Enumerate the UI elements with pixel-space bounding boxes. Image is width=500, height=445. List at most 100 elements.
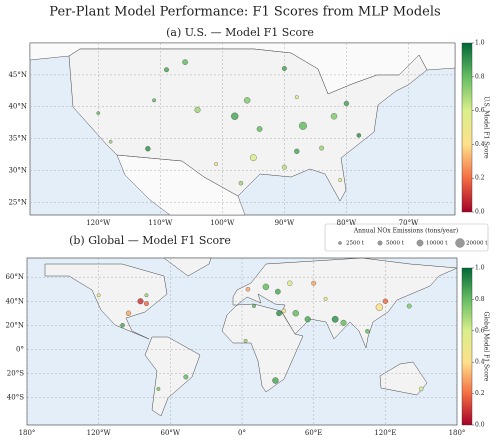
- plant-marker: [281, 66, 287, 71]
- plant-marker: [287, 280, 293, 286]
- x-tick-label: 90°W: [275, 219, 295, 227]
- plant-marker: [152, 98, 156, 103]
- plant-marker: [281, 308, 286, 314]
- plant-marker: [182, 59, 188, 65]
- legend-label: 2500 t: [346, 241, 365, 247]
- plant-marker: [164, 67, 169, 73]
- colorbar-tick-label: 0.4: [475, 141, 485, 148]
- plant-marker: [125, 310, 132, 316]
- plant-marker: [145, 146, 151, 152]
- colorbar-tick-label: 0.8: [475, 73, 485, 80]
- colorbar: [461, 267, 473, 426]
- x-tick-label: 0°: [238, 429, 246, 437]
- plant-marker: [323, 296, 328, 301]
- y-tick-label: 30°N: [8, 166, 27, 174]
- plant-marker: [299, 121, 307, 130]
- plant-marker: [365, 329, 370, 334]
- x-tick-label: 180°: [449, 429, 466, 437]
- plant-marker: [331, 315, 339, 323]
- colorbar-tick-label: 0.6: [475, 327, 485, 334]
- x-tick-label: 60°E: [305, 429, 323, 437]
- y-tick-label: 40°N: [8, 103, 27, 111]
- plant-marker: [243, 339, 248, 343]
- x-tick-label: 100°W: [210, 219, 235, 227]
- figure-title: Per-Plant Model Performance: F1 Scores f…: [49, 5, 440, 20]
- plant-marker: [262, 283, 270, 291]
- y-tick-label: 40°N: [5, 297, 24, 305]
- plant-marker: [245, 287, 251, 292]
- y-tick-label: 20°S: [7, 369, 24, 377]
- plant-marker: [231, 112, 239, 120]
- plant-marker: [356, 133, 361, 138]
- plant-marker: [144, 301, 149, 307]
- x-tick-label: 110°W: [148, 219, 173, 227]
- legend-marker: [338, 241, 342, 245]
- plant-marker: [272, 377, 279, 384]
- plant-marker: [311, 280, 317, 286]
- plant-marker: [108, 139, 113, 144]
- legend-title: Annual NOx Emissions (tons/year): [353, 228, 458, 235]
- y-tick-label: 60°N: [5, 273, 24, 281]
- plant-marker: [294, 148, 300, 154]
- x-tick-label: 70°W: [399, 219, 419, 227]
- plant-marker: [292, 310, 299, 317]
- y-tick-label: 20°N: [5, 321, 24, 329]
- colorbar-tick-label: 1.0: [475, 265, 485, 272]
- plant-marker: [276, 310, 282, 317]
- plant-marker: [340, 319, 347, 326]
- legend-label: 20000 t: [466, 241, 488, 247]
- plant-marker: [294, 95, 299, 100]
- legend-marker: [377, 240, 383, 246]
- legend-marker: [416, 239, 424, 247]
- colorbar-tick-label: 0.0: [475, 422, 485, 429]
- size-legend: [324, 223, 489, 252]
- continents: [44, 257, 458, 417]
- x-tick-label: 180°: [19, 429, 36, 437]
- plant-marker: [375, 303, 383, 311]
- panel-title: (a) U.S. — Model F1 Score: [166, 26, 314, 39]
- plant-marker: [243, 97, 251, 104]
- plant-marker: [343, 100, 350, 107]
- plant-marker: [319, 145, 325, 151]
- plant-marker: [156, 387, 161, 391]
- usa: [68, 48, 428, 202]
- plant-marker: [382, 298, 388, 304]
- plant-marker: [96, 293, 101, 298]
- colorbar-tick-label: 0.8: [475, 296, 485, 303]
- y-tick-label: 40°S: [7, 393, 24, 401]
- plant-marker: [250, 154, 257, 161]
- plant-marker: [419, 386, 424, 392]
- plant-marker: [338, 178, 343, 182]
- colorbar-tick-label: 0.0: [475, 209, 485, 216]
- plant-marker: [137, 298, 144, 305]
- x-tick-label: 60°W: [161, 429, 181, 437]
- plant-marker: [214, 162, 219, 166]
- plant-marker: [275, 288, 281, 295]
- plant-marker: [252, 304, 256, 308]
- panel-title: (b) Global — Model F1 Score: [69, 234, 231, 247]
- plant-marker: [256, 126, 263, 132]
- x-tick-label: 120°E: [374, 429, 396, 437]
- plant-marker: [96, 111, 100, 115]
- colorbar-tick-label: 0.2: [475, 175, 485, 182]
- x-tick-label: 80°W: [337, 219, 357, 227]
- legend-label: 10000 t: [426, 241, 448, 247]
- y-tick-label: 45°N: [8, 71, 27, 79]
- y-tick-label: 0°: [16, 345, 24, 353]
- legend-label: 5000 t: [386, 241, 405, 247]
- colorbar-label: U.S. Model F1 Score: [483, 96, 490, 159]
- plant-marker: [120, 323, 125, 328]
- x-tick-label: 120°W: [86, 219, 111, 227]
- colorbar-tick-label: 0.4: [475, 359, 485, 366]
- plant-marker: [194, 106, 201, 113]
- colorbar-tick-label: 0.2: [475, 390, 485, 397]
- legend-marker: [455, 238, 465, 248]
- plant-marker: [238, 180, 244, 186]
- x-tick-label: 120°W: [87, 429, 112, 437]
- y-tick-label: 25°N: [8, 198, 27, 206]
- legend-items: 2500 t 5000 t 10000 t 20000 t: [338, 238, 488, 248]
- colorbar-tick-label: 0.6: [475, 107, 485, 114]
- plant-marker: [281, 164, 287, 170]
- plant-marker: [183, 374, 189, 380]
